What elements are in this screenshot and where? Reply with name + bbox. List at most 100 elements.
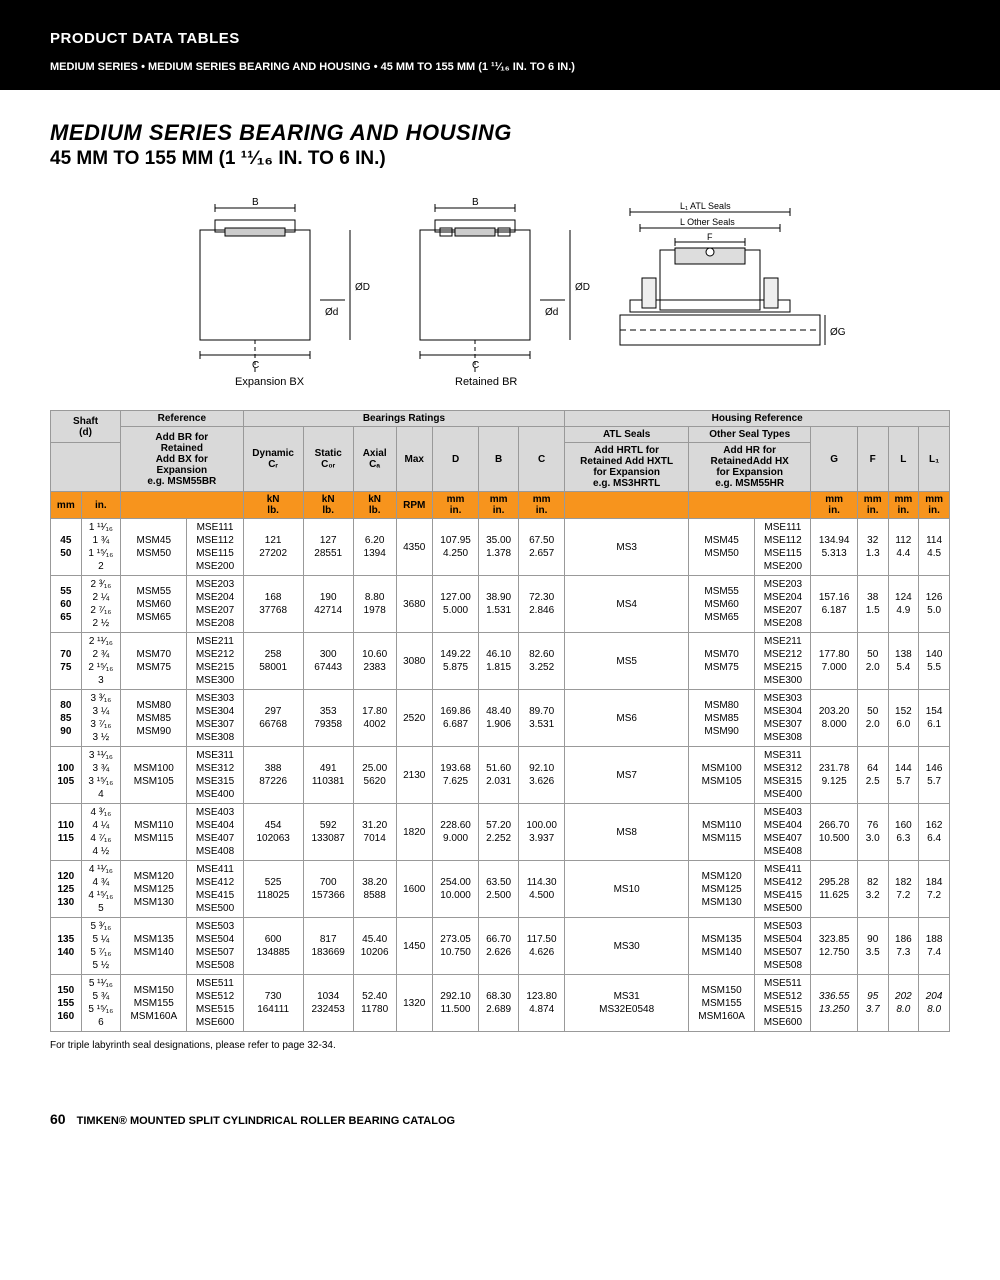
cell-rpm: 2130: [396, 747, 432, 804]
cell-ref2: MSE303 MSE304 MSE307 MSE308: [187, 690, 243, 747]
cell-D: 107.95 4.250: [432, 519, 478, 576]
cell-atl: MS3: [565, 519, 689, 576]
cell-rpm: 4350: [396, 519, 432, 576]
cell-oth2: MSE311 MSE312 MSE315 MSE400: [755, 747, 811, 804]
cell-D: 254.00 10.000: [432, 861, 478, 918]
cell-stat: 817 183669: [303, 918, 353, 975]
table-row: 55 60 652 ³⁄₁₆ 2 ¼ 2 ⁷⁄₁₆ 2 ½MSM55 MSM60…: [51, 576, 950, 633]
cell-stat: 127 28551: [303, 519, 353, 576]
cell-mm: 45 50: [51, 519, 82, 576]
cell-in: 1 ¹¹⁄₁₆ 1 ¾ 1 ¹⁵⁄₁₆ 2: [81, 519, 120, 576]
cell-C: 72.30 2.846: [518, 576, 564, 633]
cell-B: 38.90 1.531: [479, 576, 519, 633]
cell-mm: 70 75: [51, 633, 82, 690]
cell-G: 295.28 11.625: [811, 861, 857, 918]
cell-ref1: MSM45 MSM50: [121, 519, 187, 576]
cell-atl: MS31 MS32E0548: [565, 975, 689, 1032]
cell-G: 203.20 8.000: [811, 690, 857, 747]
table-row: 100 1053 ¹¹⁄₁₆ 3 ¾ 3 ¹⁵⁄₁₆ 4MSM100 MSM10…: [51, 747, 950, 804]
cell-oth1: MSM80 MSM85 MSM90: [688, 690, 754, 747]
cell-oth2: MSE303 MSE304 MSE307 MSE308: [755, 690, 811, 747]
cell-axial: 52.40 11780: [353, 975, 396, 1032]
th-dynamic: Dynamic Cᵣ: [243, 427, 303, 492]
cell-ref2: MSE111 MSE112 MSE115 MSE200: [187, 519, 243, 576]
cell-stat: 1034 232453: [303, 975, 353, 1032]
cell-B: 57.20 2.252: [479, 804, 519, 861]
cell-F: 32 1.3: [857, 519, 888, 576]
table-row: 45 501 ¹¹⁄₁₆ 1 ¾ 1 ¹⁵⁄₁₆ 2MSM45 MSM50MSE…: [51, 519, 950, 576]
cell-dyn: 454 102063: [243, 804, 303, 861]
cell-oth1: MSM70 MSM75: [688, 633, 754, 690]
u-kn2: kN lb.: [303, 492, 353, 519]
table-row: 120 125 1304 ¹¹⁄₁₆ 4 ¾ 4 ¹⁵⁄₁₆ 5MSM120 M…: [51, 861, 950, 918]
u-mm: mm: [51, 492, 82, 519]
cell-oth1: MSM150 MSM155 MSM160A: [688, 975, 754, 1032]
page-header: PRODUCT DATA TABLES MEDIUM SERIES • MEDI…: [0, 0, 1000, 90]
th-housing: Housing Reference: [565, 411, 950, 427]
cell-D: 273.05 10.750: [432, 918, 478, 975]
svg-text:ØG: ØG: [830, 327, 846, 338]
cell-oth1: MSM55 MSM60 MSM65: [688, 576, 754, 633]
cell-atl: MS7: [565, 747, 689, 804]
cell-ref1: MSM110 MSM115: [121, 804, 187, 861]
th-axial: Axial Cₐ: [353, 427, 396, 492]
cell-atl: MS6: [565, 690, 689, 747]
cell-B: 63.50 2.500: [479, 861, 519, 918]
th-other: Other Seal Types: [688, 427, 810, 443]
cell-ref1: MSM100 MSM105: [121, 747, 187, 804]
cell-oth2: MSE111 MSE112 MSE115 MSE200: [755, 519, 811, 576]
cell-B: 51.60 2.031: [479, 747, 519, 804]
cell-axial: 25.00 5620: [353, 747, 396, 804]
table-row: 150 155 1605 ¹¹⁄₁₆ 5 ¾ 5 ¹⁵⁄₁₆ 6MSM150 M…: [51, 975, 950, 1032]
cell-C: 89.70 3.531: [518, 690, 564, 747]
cell-B: 48.40 1.906: [479, 690, 519, 747]
th-other-note: Add HR for RetainedAdd HX for Expansion …: [688, 443, 810, 492]
table-row: 135 1405 ³⁄₁₆ 5 ¼ 5 ⁷⁄₁₆ 5 ½MSM135 MSM14…: [51, 918, 950, 975]
cell-atl: MS4: [565, 576, 689, 633]
u-G: mm in.: [811, 492, 857, 519]
cell-in: 3 ¹¹⁄₁₆ 3 ¾ 3 ¹⁵⁄₁₆ 4: [81, 747, 120, 804]
cell-rpm: 3680: [396, 576, 432, 633]
u-F: mm in.: [857, 492, 888, 519]
cell-mm: 110 115: [51, 804, 82, 861]
cell-L: 124 4.9: [888, 576, 919, 633]
th-D: D: [432, 427, 478, 492]
cell-oth1: MSM120 MSM125 MSM130: [688, 861, 754, 918]
th-atl-note: Add HRTL for Retained Add HXTL for Expan…: [565, 443, 689, 492]
cell-oth1: MSM110 MSM115: [688, 804, 754, 861]
cell-C: 117.50 4.626: [518, 918, 564, 975]
cell-L: 112 4.4: [888, 519, 919, 576]
cell-D: 127.00 5.000: [432, 576, 478, 633]
cell-stat: 491 110381: [303, 747, 353, 804]
header-title: PRODUCT DATA TABLES: [50, 30, 950, 47]
cell-B: 46.10 1.815: [479, 633, 519, 690]
cell-dyn: 525 118025: [243, 861, 303, 918]
cell-ref2: MSE503 MSE504 MSE507 MSE508: [187, 918, 243, 975]
cell-oth1: MSM135 MSM140: [688, 918, 754, 975]
svg-text:F: F: [707, 232, 713, 242]
cell-G: 323.85 12.750: [811, 918, 857, 975]
cell-F: 38 1.5: [857, 576, 888, 633]
cell-rpm: 3080: [396, 633, 432, 690]
cell-G: 336.55 13.250: [811, 975, 857, 1032]
table-row: 110 1154 ³⁄₁₆ 4 ¼ 4 ⁷⁄₁₆ 4 ½MSM110 MSM11…: [51, 804, 950, 861]
th-shaft: Shaft (d): [51, 411, 121, 443]
cell-oth2: MSE211 MSE212 MSE215 MSE300: [755, 633, 811, 690]
page-footer: 60 TIMKEN® MOUNTED SPLIT CYLINDRICAL ROL…: [0, 1071, 1000, 1157]
cell-L1: 162 6.4: [919, 804, 950, 861]
cell-C: 123.80 4.874: [518, 975, 564, 1032]
cell-C: 82.60 3.252: [518, 633, 564, 690]
page-number: 60: [50, 1111, 66, 1127]
cell-dyn: 730 164111: [243, 975, 303, 1032]
cell-atl: MS30: [565, 918, 689, 975]
cell-L1: 126 5.0: [919, 576, 950, 633]
cell-stat: 353 79358: [303, 690, 353, 747]
cell-ref1: MSM135 MSM140: [121, 918, 187, 975]
cell-L: 138 5.4: [888, 633, 919, 690]
cell-in: 5 ¹¹⁄₁₆ 5 ¾ 5 ¹⁵⁄₁₆ 6: [81, 975, 120, 1032]
bearing-diagrams: B C Ød ØD B C Ød ØD: [140, 190, 860, 390]
th-C: C: [518, 427, 564, 492]
cell-mm: 135 140: [51, 918, 82, 975]
svg-text:ØD: ØD: [575, 282, 590, 293]
cell-ref2: MSE311 MSE312 MSE315 MSE400: [187, 747, 243, 804]
